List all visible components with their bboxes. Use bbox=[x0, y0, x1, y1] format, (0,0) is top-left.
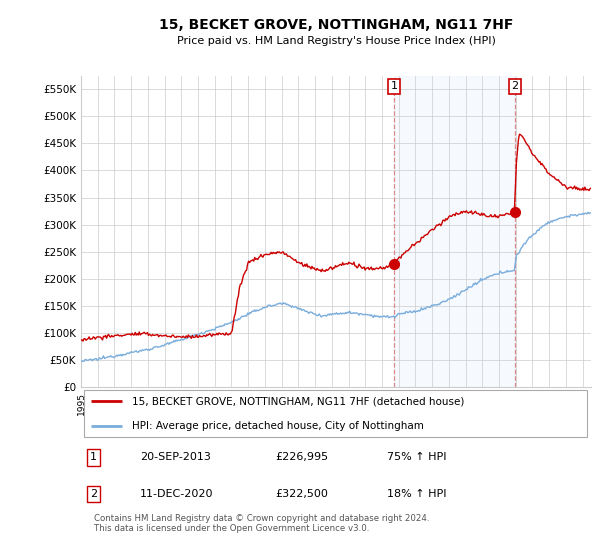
Text: 15, BECKET GROVE, NOTTINGHAM, NG11 7HF: 15, BECKET GROVE, NOTTINGHAM, NG11 7HF bbox=[159, 18, 513, 32]
Text: 2: 2 bbox=[90, 489, 97, 499]
Bar bbox=[394, 76, 515, 388]
Text: HPI: Average price, detached house, City of Nottingham: HPI: Average price, detached house, City… bbox=[132, 421, 424, 431]
FancyBboxPatch shape bbox=[83, 390, 587, 437]
Text: 18% ↑ HPI: 18% ↑ HPI bbox=[387, 489, 446, 499]
Text: 1: 1 bbox=[90, 452, 97, 463]
Text: Price paid vs. HM Land Registry's House Price Index (HPI): Price paid vs. HM Land Registry's House … bbox=[176, 36, 496, 46]
Text: 15, BECKET GROVE, NOTTINGHAM, NG11 7HF (detached house): 15, BECKET GROVE, NOTTINGHAM, NG11 7HF (… bbox=[132, 396, 464, 407]
Text: 20-SEP-2013: 20-SEP-2013 bbox=[140, 452, 211, 463]
Text: Contains HM Land Registry data © Crown copyright and database right 2024.
This d: Contains HM Land Registry data © Crown c… bbox=[94, 514, 429, 533]
Text: 11-DEC-2020: 11-DEC-2020 bbox=[140, 489, 213, 499]
Text: 75% ↑ HPI: 75% ↑ HPI bbox=[387, 452, 446, 463]
Text: 1: 1 bbox=[391, 81, 398, 91]
Text: £322,500: £322,500 bbox=[275, 489, 328, 499]
Text: £226,995: £226,995 bbox=[275, 452, 328, 463]
Text: 2: 2 bbox=[511, 81, 518, 91]
